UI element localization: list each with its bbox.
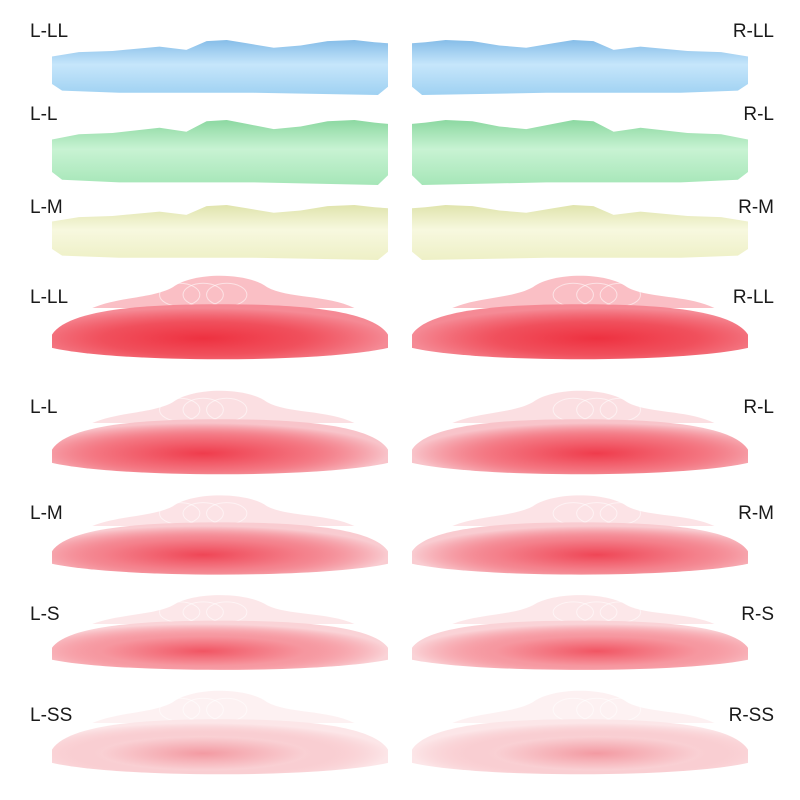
rose-crown-shape: [452, 690, 715, 723]
rose-crown-shape: [452, 275, 715, 308]
right-pad-7: [412, 595, 748, 670]
rose-crown-shape: [452, 495, 715, 526]
rose-pad-body: [412, 719, 748, 775]
right-pad-6: [412, 495, 748, 575]
rose-pad-body: [52, 419, 388, 475]
left-pad-8: [52, 690, 388, 775]
rose-pad-body: [412, 522, 748, 575]
left-size-label: L-M: [30, 197, 63, 218]
rose-crown-shape: [452, 390, 715, 423]
silicone-pad-shape: [52, 205, 388, 260]
right-size-label: R-L: [743, 397, 774, 418]
rose-pad-body: [52, 719, 388, 775]
silicone-pad-shape: [52, 120, 388, 185]
right-pad-5: [412, 390, 748, 475]
rose-pad-body: [412, 304, 748, 360]
right-pad-8: [412, 690, 748, 775]
right-size-label: R-LL: [732, 21, 774, 42]
left-size-label: L-L: [30, 397, 58, 418]
silicone-pad-shape: [412, 205, 748, 260]
left-pad-5: [52, 390, 388, 475]
left-pad-4: [52, 275, 388, 360]
rose-crown-shape: [92, 690, 355, 723]
right-pad-3: [412, 205, 748, 260]
left-size-label: L-LL: [30, 287, 69, 308]
left-pad-2: [52, 120, 388, 185]
rose-crown-shape: [92, 495, 355, 526]
left-pad-3: [52, 205, 388, 260]
left-pad-1: [52, 40, 388, 95]
right-size-label: R-S: [741, 604, 774, 625]
right-size-label: R-M: [738, 503, 774, 524]
rose-pad-body: [52, 304, 388, 360]
rose-crown-shape: [92, 595, 355, 624]
rose-pad-body: [52, 522, 388, 575]
right-pad-2: [412, 120, 748, 185]
left-pad-6: [52, 495, 388, 575]
silicone-pad-shape: [412, 40, 748, 95]
right-size-label: R-M: [738, 197, 774, 218]
left-size-label: L-S: [30, 604, 60, 625]
left-size-label: L-M: [30, 503, 63, 524]
rose-crown-shape: [92, 390, 355, 423]
rose-crown-shape: [452, 595, 715, 624]
silicone-pad-shape: [412, 120, 748, 185]
right-size-label: R-LL: [732, 287, 774, 308]
rose-pad-body: [412, 419, 748, 475]
right-pad-1: [412, 40, 748, 95]
right-size-label: R-L: [743, 104, 774, 125]
rose-crown-shape: [92, 275, 355, 308]
right-pad-4: [412, 275, 748, 360]
silicone-pad-shape: [52, 40, 388, 95]
left-size-label: L-SS: [30, 705, 73, 726]
left-size-label: L-LL: [30, 21, 69, 42]
rose-pad-body: [412, 620, 748, 670]
left-pad-7: [52, 595, 388, 670]
right-size-label: R-SS: [728, 705, 774, 726]
rose-pad-body: [52, 620, 388, 670]
left-size-label: L-L: [30, 104, 58, 125]
